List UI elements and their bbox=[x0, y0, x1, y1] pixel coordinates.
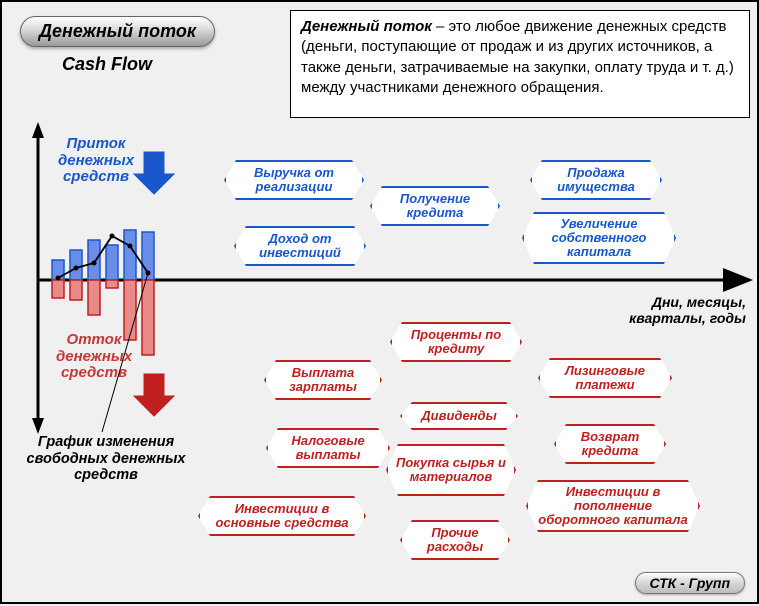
hex-node: Проценты по кредиту bbox=[390, 322, 522, 362]
hex-node: Выплата зарплаты bbox=[264, 360, 382, 400]
hex-node: Возврат кредита bbox=[554, 424, 666, 464]
hex-node: Выручка от реализации bbox=[224, 160, 364, 200]
hex-node: Доход от инвестиций bbox=[234, 226, 366, 266]
hex-node: Прочие расходы bbox=[400, 520, 510, 560]
hex-node: Инвестиции в пополнение оборотного капит… bbox=[526, 480, 700, 532]
hex-node: Инвестиции в основные средства bbox=[198, 496, 366, 536]
hex-node: Увеличение собственного капитала bbox=[522, 212, 676, 264]
hex-node: Продажа имущества bbox=[530, 160, 662, 200]
hex-node: Лизинговые платежи bbox=[538, 358, 672, 398]
hex-node: Налоговые выплаты bbox=[266, 428, 390, 468]
hex-node: Покупка сырья и материалов bbox=[386, 444, 516, 496]
hex-node: Получение кредита bbox=[370, 186, 500, 226]
footer-badge: СТК - Групп bbox=[635, 572, 746, 594]
hex-node: Дивиденды bbox=[400, 402, 518, 430]
